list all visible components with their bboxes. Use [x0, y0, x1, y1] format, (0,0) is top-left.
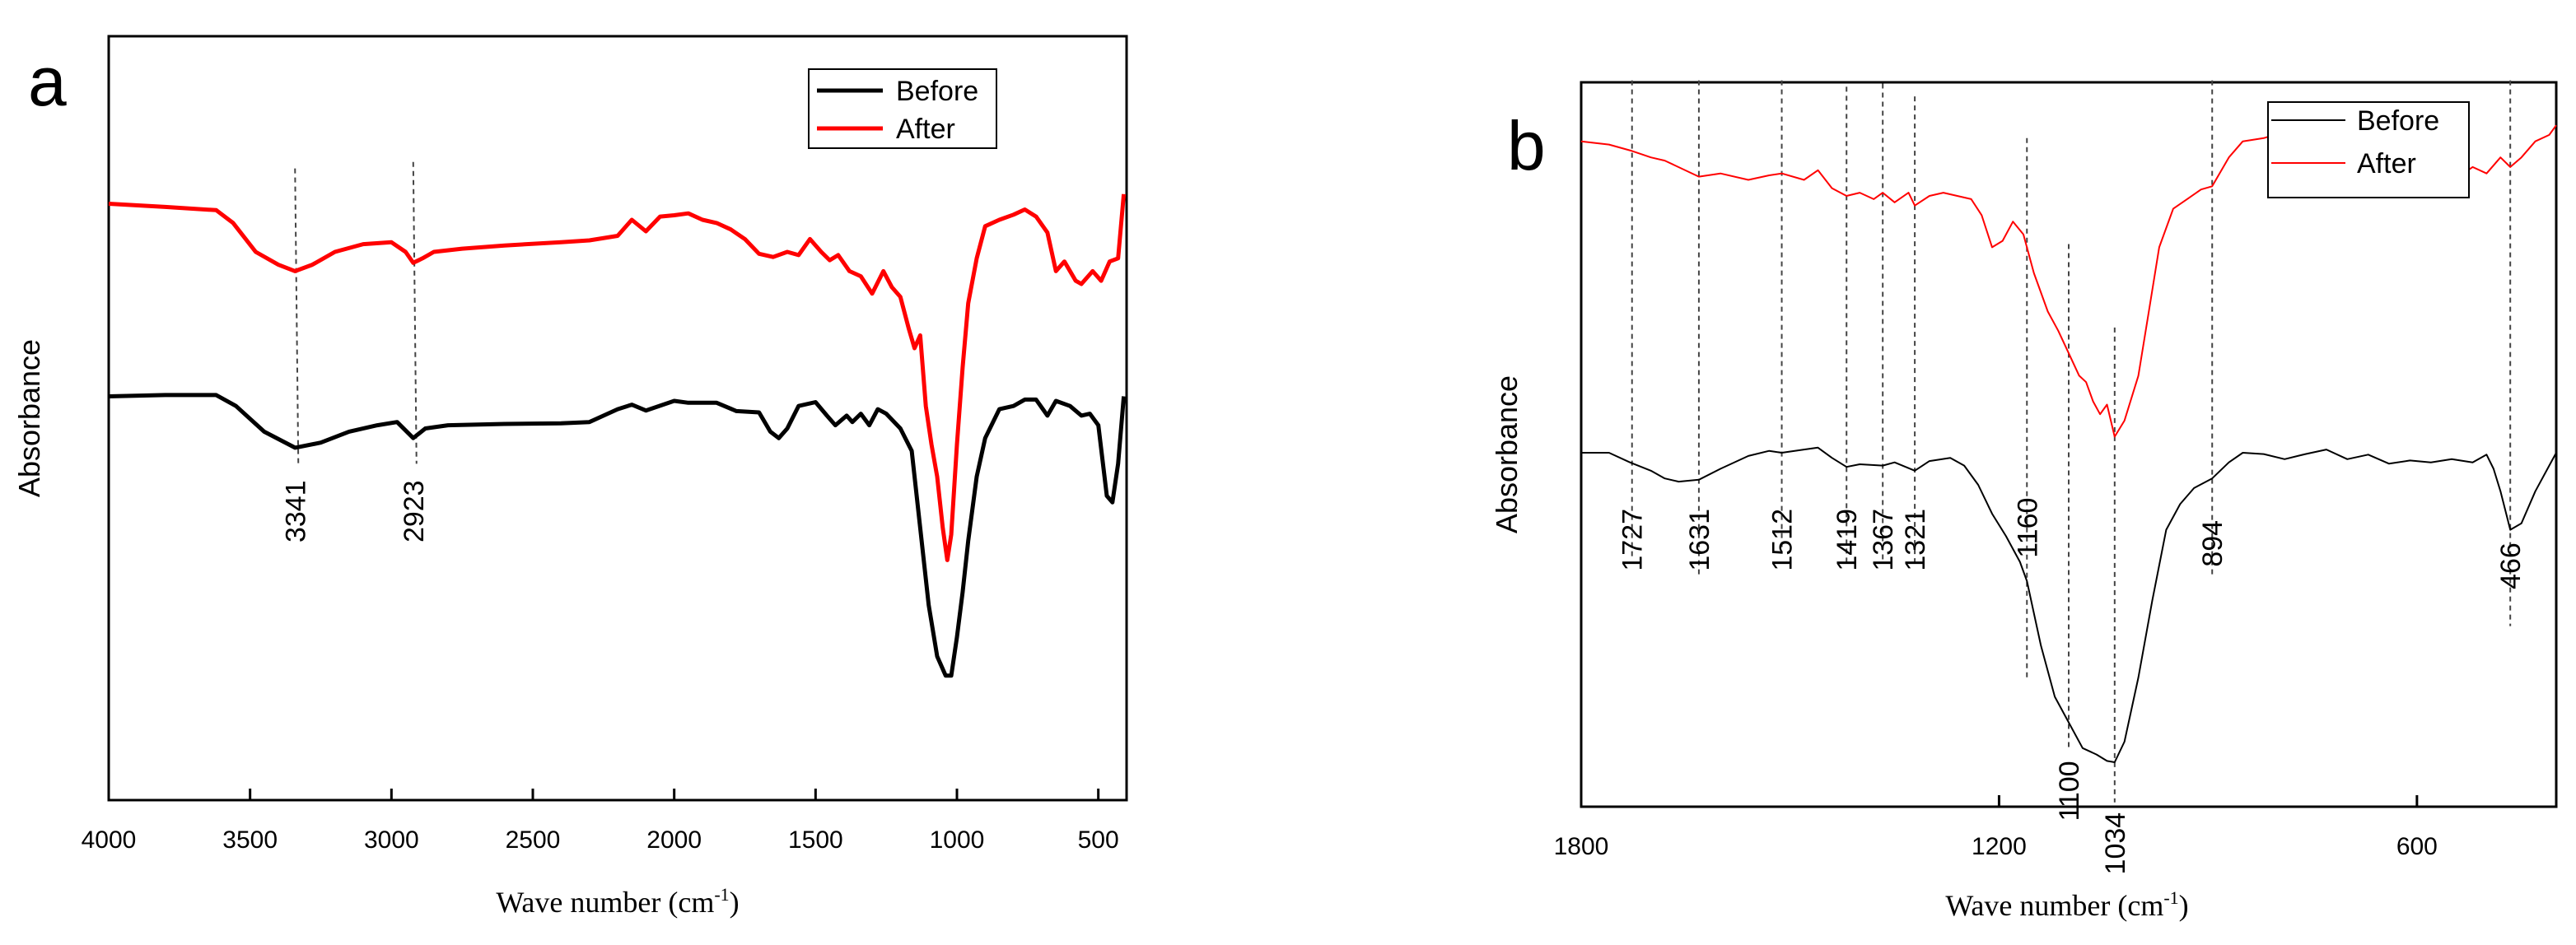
x-tick-label: 2000	[646, 826, 702, 854]
x-tick-label: 1200	[1972, 833, 2027, 860]
panel-b-legend-after: After	[2357, 148, 2416, 179]
peak-guide-line	[412, 161, 418, 464]
peak-label-1512: 1512	[1767, 509, 1799, 571]
peak-label-1100: 1100	[2054, 761, 2085, 821]
series-line-before	[1581, 446, 2557, 763]
panel-a-legend-after: After	[896, 114, 955, 145]
panel-b-x-axis-title: Wave number (cm-1)	[1945, 887, 2188, 922]
x-tick-label: 3000	[364, 826, 419, 854]
x-tick-label: 1000	[930, 826, 985, 854]
panel-b-legend-box	[2267, 101, 2470, 198]
peak-label-1727: 1727	[1617, 509, 1649, 571]
panel-b-y-axis-title: Absorbance	[1490, 375, 1524, 533]
panel-b-peak-guides	[1631, 80, 2512, 803]
panel-b-legend: Before After	[2267, 101, 2470, 198]
panel-a-legend-before: Before	[896, 76, 978, 107]
panel-a-x-axis-title: Wave number (cm-1)	[496, 884, 739, 919]
series-line-after	[108, 193, 1127, 562]
peak-label-1367: 1367	[1868, 509, 1899, 571]
x-tick-label: 1800	[1554, 833, 1609, 860]
x-tick-label: 2500	[506, 826, 561, 854]
x-tick-label: 1500	[788, 826, 843, 854]
peak-label-466: 466	[2495, 542, 2527, 589]
panel-b-series	[1580, 123, 2557, 763]
peak-guide-line	[294, 168, 300, 464]
peak-label-2923: 2923	[399, 480, 430, 542]
x-tick-label: 500	[1078, 826, 1119, 854]
panel-b-peak-labels: 1727 1631 1512 1419 1367 1321 1160 1100 1034 894 4…	[1617, 498, 2527, 875]
peak-label-894: 894	[2197, 520, 2228, 567]
panel-b-legend-before: Before	[2357, 105, 2439, 137]
panel-a-peak-labels: 3341 2923	[280, 480, 430, 542]
peak-label-1160: 1160	[2012, 498, 2043, 558]
panel-a-x-ticks: 4000 3500 3000 2500 2000 1500 1000 500	[82, 789, 1119, 854]
panel-a-series	[108, 193, 1127, 678]
panel-a-peak-guides	[294, 161, 418, 464]
panel-a-legend: Before After	[808, 68, 997, 149]
panel-b-x-ticks: 1800 1200 600	[1554, 795, 2438, 860]
panel-b: b 1800 1200 600 1727 1631 1512 1419 1367 1321 11…	[1490, 80, 2558, 922]
peak-label-3341: 3341	[280, 480, 311, 542]
x-tick-label: 4000	[82, 826, 137, 854]
panel-a: a 4000 3500 3000 2500 2000 1500 1000 500 3341 29…	[12, 35, 1128, 919]
peak-label-1631: 1631	[1684, 509, 1715, 571]
panel-a-y-axis-title: Absorbance	[12, 339, 46, 497]
panel-a-legend-box	[808, 68, 997, 149]
panel-b-plot-frame	[1580, 81, 2558, 808]
panel-b-letter: b	[1507, 107, 1546, 184]
series-line-before	[108, 393, 1127, 678]
panel-a-plot-frame	[107, 35, 1128, 802]
peak-label-1321: 1321	[1900, 509, 1931, 571]
panel-a-letter: a	[28, 43, 67, 120]
peak-label-1419: 1419	[1832, 509, 1863, 571]
x-tick-label: 600	[2396, 833, 2438, 860]
x-tick-label: 3500	[222, 826, 278, 854]
peak-label-1034: 1034	[2100, 812, 2131, 875]
